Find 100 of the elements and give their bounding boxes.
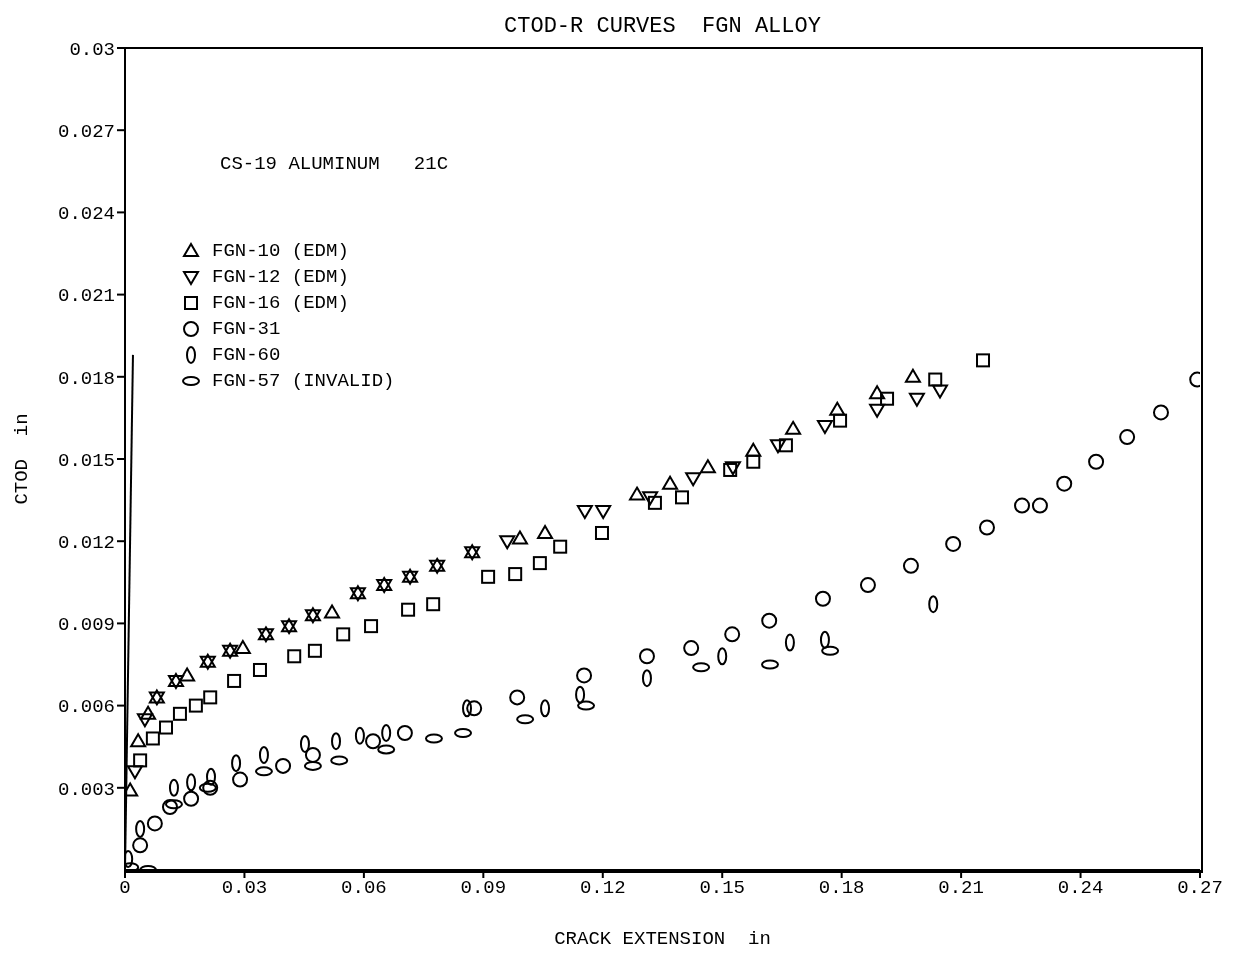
point bbox=[234, 640, 251, 655]
point bbox=[466, 700, 483, 717]
legend-label: FGN-16 (EDM) bbox=[212, 291, 349, 316]
point bbox=[202, 779, 219, 796]
point bbox=[1088, 453, 1105, 470]
point bbox=[869, 403, 886, 418]
point bbox=[179, 667, 196, 682]
point bbox=[499, 535, 516, 550]
legend-label: FGN-60 bbox=[212, 343, 281, 368]
point bbox=[833, 413, 848, 428]
point bbox=[140, 705, 157, 720]
point bbox=[814, 590, 831, 607]
y-tick-label: 0.012 bbox=[57, 531, 115, 554]
legend-label: FGN-10 (EDM) bbox=[212, 239, 349, 264]
point bbox=[511, 530, 528, 545]
point bbox=[172, 706, 187, 721]
point bbox=[647, 495, 662, 510]
x-tick-label: 0.12 bbox=[579, 877, 626, 900]
point bbox=[595, 505, 612, 520]
point bbox=[401, 602, 416, 617]
chart-title: CTOD-R CURVES FGN ALLOY bbox=[503, 14, 822, 39]
x-axis-title: CRACK EXTENSION in bbox=[553, 928, 772, 950]
point bbox=[232, 771, 249, 788]
point bbox=[769, 439, 786, 454]
point bbox=[724, 626, 741, 643]
point bbox=[785, 420, 802, 435]
point bbox=[976, 353, 991, 368]
point bbox=[908, 392, 925, 407]
point bbox=[324, 604, 341, 619]
point bbox=[662, 475, 679, 490]
point bbox=[699, 459, 716, 474]
point bbox=[576, 505, 593, 520]
point bbox=[945, 535, 962, 552]
y-axis-title: CTOD in bbox=[11, 413, 33, 505]
point bbox=[978, 519, 995, 536]
x-tick-label: 0 bbox=[119, 877, 131, 900]
point bbox=[161, 798, 178, 815]
y-tick-label: 0.021 bbox=[57, 285, 115, 308]
point bbox=[576, 667, 593, 684]
point bbox=[683, 640, 700, 657]
point bbox=[365, 733, 382, 750]
y-tick-label: 0.03 bbox=[69, 38, 115, 61]
point bbox=[304, 746, 321, 763]
point bbox=[932, 384, 949, 399]
point bbox=[130, 733, 147, 748]
x-tick-label: 0.15 bbox=[699, 877, 746, 900]
x-tick-label: 0.18 bbox=[818, 877, 865, 900]
point bbox=[859, 577, 876, 594]
point bbox=[287, 649, 302, 664]
legend-label: FGN-12 (EDM) bbox=[212, 265, 349, 290]
point bbox=[183, 790, 200, 807]
point bbox=[778, 438, 793, 453]
point bbox=[1014, 497, 1031, 514]
x-tick-label: 0.06 bbox=[341, 877, 387, 900]
point bbox=[159, 720, 174, 735]
point bbox=[928, 372, 943, 387]
point bbox=[761, 612, 778, 629]
point bbox=[829, 401, 846, 416]
point bbox=[869, 385, 886, 400]
y-tick-label: 0.018 bbox=[57, 367, 115, 390]
point bbox=[1031, 497, 1048, 514]
legend-label: FGN-57 (INVALID) bbox=[212, 369, 395, 394]
x-tick-label: 0.24 bbox=[1057, 877, 1104, 900]
point bbox=[132, 837, 149, 854]
point bbox=[532, 556, 547, 571]
point bbox=[426, 597, 441, 612]
point bbox=[252, 662, 267, 677]
point bbox=[1152, 404, 1169, 421]
point bbox=[553, 539, 568, 554]
point bbox=[638, 648, 655, 665]
point bbox=[904, 368, 921, 383]
point bbox=[203, 690, 218, 705]
point bbox=[880, 391, 895, 406]
point bbox=[509, 689, 526, 706]
point bbox=[364, 619, 379, 634]
point bbox=[145, 731, 160, 746]
y-tick-label: 0.006 bbox=[57, 696, 115, 719]
point bbox=[146, 815, 163, 832]
x-tick-label: 0.27 bbox=[1177, 877, 1223, 900]
point bbox=[746, 454, 761, 469]
point bbox=[136, 713, 153, 728]
point bbox=[227, 673, 242, 688]
point bbox=[1056, 475, 1073, 492]
point bbox=[126, 765, 143, 780]
x-tick-label: 0.21 bbox=[938, 877, 984, 900]
point bbox=[508, 567, 523, 582]
y-tick-label: 0.024 bbox=[57, 203, 115, 226]
point bbox=[675, 490, 690, 505]
point bbox=[336, 627, 351, 642]
point bbox=[188, 698, 203, 713]
point bbox=[481, 569, 496, 584]
point bbox=[275, 757, 292, 774]
point bbox=[902, 557, 919, 574]
y-tick-label: 0.027 bbox=[57, 120, 115, 143]
point bbox=[537, 524, 554, 539]
point bbox=[642, 491, 659, 506]
point bbox=[1119, 429, 1136, 446]
x-tick-label: 0.03 bbox=[221, 877, 268, 900]
legend-label: FGN-31 bbox=[212, 317, 281, 342]
point bbox=[816, 420, 833, 435]
